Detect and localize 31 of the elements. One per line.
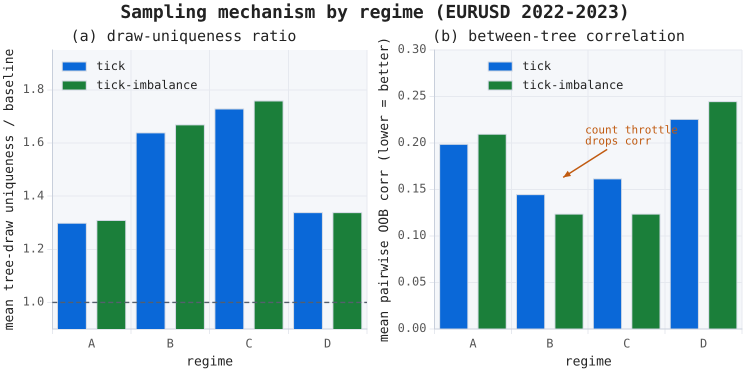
x-axis-title: regime xyxy=(564,354,612,370)
x-tick-label: C xyxy=(245,336,253,350)
chart-title: Sampling mechanism by regime (EURUSD 2022-2023) xyxy=(119,2,631,23)
y-tick-label: 0.20 xyxy=(398,135,426,150)
legend-label: tick xyxy=(522,59,552,74)
legend-label: tick-imbalance xyxy=(522,78,624,92)
x-tick-label: B xyxy=(546,336,554,350)
y-tick-label: 0.05 xyxy=(398,274,426,289)
x-tick-label: D xyxy=(324,336,332,350)
y-tick-label: 0.25 xyxy=(398,88,426,103)
y-tick-label: 0.00 xyxy=(398,321,426,336)
chart-title: (b) between-tree correlation xyxy=(432,26,685,45)
legend-label: tick-imbalance xyxy=(96,78,198,92)
y-tick-label: 1.2 xyxy=(22,241,44,256)
x-tick-label: A xyxy=(88,336,96,350)
y-axis-title: mean tree-draw uniqueness / baseline xyxy=(2,48,18,330)
y-axis-title: mean pairwise OOB corr (lower = better) xyxy=(377,36,392,342)
legend-label: tick xyxy=(96,59,126,74)
chart-subtitle: (a) draw-uniqueness ratio xyxy=(70,26,296,45)
x-tick-label: B xyxy=(166,336,174,350)
x-tick-label: D xyxy=(700,336,708,350)
y-tick-label: 0.10 xyxy=(398,228,426,242)
y-tick-label: 1.0 xyxy=(22,294,44,309)
y-tick-label: 1.8 xyxy=(22,82,44,96)
y-tick-label: 1.4 xyxy=(22,188,44,202)
x-tick-label: C xyxy=(623,336,630,350)
y-tick-label: 0.15 xyxy=(398,182,426,196)
x-axis-title: regime xyxy=(186,354,234,370)
y-tick-label: 1.6 xyxy=(22,135,44,150)
y-tick-label: 0.30 xyxy=(398,42,426,56)
x-tick-label: A xyxy=(469,336,478,350)
